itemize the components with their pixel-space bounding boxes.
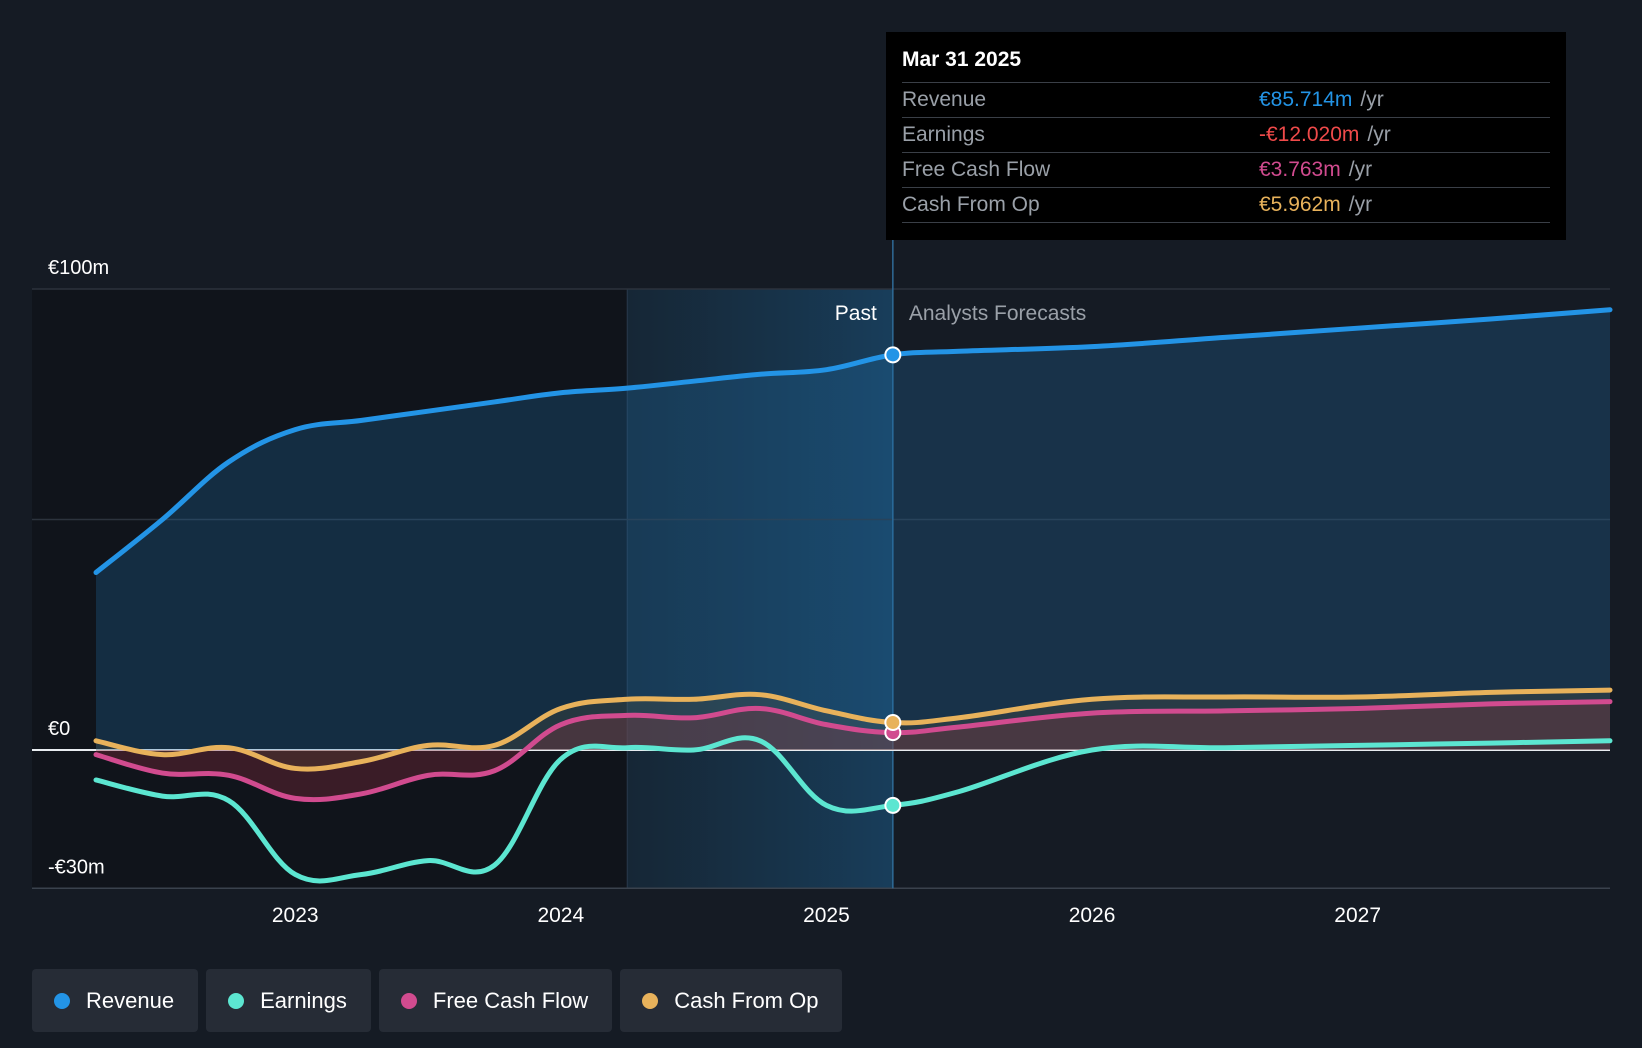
tooltip-row-earnings: Earnings -€12.020m /yr [902, 118, 1550, 153]
tooltip-value: -€12.020m [1259, 123, 1360, 146]
tooltip-value: €3.763m [1259, 158, 1341, 181]
tooltip-unit: /yr [1348, 193, 1373, 216]
tooltip-unit: /yr [1360, 88, 1384, 111]
marker-revenue[interactable] [884, 346, 902, 364]
tooltip-row-cash-from-op: Cash From Op €5.962m /yr [902, 188, 1550, 223]
area-free-cash-flow [96, 701, 1610, 800]
legend-item-cash-from-op[interactable]: Cash From Op [620, 969, 843, 1032]
tooltip-row-free-cash-flow: Free Cash Flow €3.763m /yr [902, 153, 1550, 188]
legend-item-revenue[interactable]: Revenue [32, 969, 199, 1032]
area-revenue [96, 309, 1610, 750]
x-tick-label: 2024 [537, 904, 584, 927]
tooltip-date: Mar 31 2025 [902, 46, 1550, 83]
tooltip-label: Cash From Op [902, 193, 1040, 216]
highlight-band [627, 289, 893, 889]
tooltip-label: Earnings [902, 123, 985, 146]
legend-item-free-cash-flow[interactable]: Free Cash Flow [378, 969, 613, 1032]
past-label: Past [835, 302, 877, 325]
tooltip: Mar 31 2025 Revenue €85.714m /yr Earning… [886, 32, 1566, 240]
tooltip-row-revenue: Revenue €85.714m /yr [902, 83, 1550, 118]
legend-label: Cash From Op [674, 987, 819, 1013]
tooltip-value: €5.962m [1259, 193, 1341, 216]
legend-dot-icon [642, 992, 659, 1009]
tooltip-label: Revenue [902, 88, 987, 111]
x-tick-label: 2026 [1069, 904, 1116, 927]
y-tick-label: €100m [48, 257, 109, 279]
legend-dot-icon [54, 992, 70, 1009]
legend: Revenue Earnings Free Cash Flow Cash Fro… [32, 969, 843, 1032]
line-earnings [93, 735, 1613, 884]
marker-cash-from-op[interactable] [884, 714, 902, 732]
legend-item-earnings[interactable]: Earnings [206, 969, 371, 1032]
line-cash-from-op [93, 687, 1613, 772]
line-free-cash-flow [93, 699, 1613, 803]
tooltip-unit: /yr [1348, 158, 1373, 181]
x-tick-label: 2027 [1334, 904, 1381, 927]
line-revenue [93, 307, 1613, 576]
legend-label: Revenue [86, 987, 175, 1013]
tooltip-unit: /yr [1367, 123, 1391, 146]
legend-dot-icon [400, 992, 417, 1009]
legend-dot-icon [228, 992, 245, 1009]
marker-earnings[interactable] [884, 796, 902, 814]
x-tick-label: 2025 [803, 904, 850, 927]
y-tick-label: €0 [48, 718, 70, 740]
forecast-label: Analysts Forecasts [909, 302, 1086, 325]
y-tick-label: -€30m [48, 856, 105, 878]
tooltip-value: €85.714m [1259, 88, 1353, 111]
tooltip-label: Free Cash Flow [902, 158, 1051, 181]
legend-label: Free Cash Flow [432, 987, 589, 1013]
legend-label: Earnings [260, 987, 347, 1013]
x-tick-label: 2023 [272, 904, 319, 927]
